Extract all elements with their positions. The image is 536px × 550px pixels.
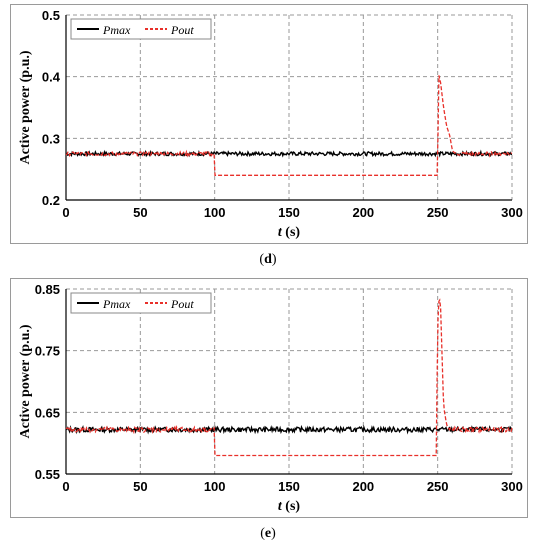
legend-box bbox=[70, 18, 212, 40]
y-tick-label: 0.75 bbox=[35, 344, 60, 359]
y-tick-label: 0.4 bbox=[42, 70, 61, 85]
y-axis-label: Active power (p.u.) bbox=[18, 50, 33, 164]
x-tick-label: 200 bbox=[352, 479, 374, 494]
x-axis-label-unit: (s) bbox=[285, 225, 300, 240]
legend-label-pmax: Pmax bbox=[102, 23, 131, 37]
y-tick-label: 0.65 bbox=[35, 405, 60, 420]
x-axis-label-var: t bbox=[278, 225, 285, 240]
y-axis-label: Active power (p.u.) bbox=[18, 324, 33, 438]
x-tick-label: 150 bbox=[278, 205, 300, 220]
y-tick-label: 0.85 bbox=[35, 282, 60, 297]
x-axis-label-var: t bbox=[278, 499, 285, 514]
caption-d-letter: d bbox=[264, 252, 272, 267]
legend-label-pout: Pout bbox=[170, 297, 194, 311]
y-tick-label: 0.5 bbox=[42, 8, 60, 23]
x-tick-label: 0 bbox=[62, 205, 69, 220]
x-tick-label: 0 bbox=[62, 479, 69, 494]
x-tick-label: 250 bbox=[427, 205, 449, 220]
legend-label-pmax: Pmax bbox=[102, 297, 131, 311]
x-axis-label-unit: (s) bbox=[285, 499, 300, 514]
caption-e: (e) bbox=[260, 526, 276, 541]
x-axis-label: t (s) bbox=[278, 499, 301, 514]
legend-box bbox=[70, 292, 212, 314]
x-tick-label: 150 bbox=[278, 479, 300, 494]
legend: Pmax Pout bbox=[70, 18, 212, 40]
series-pout bbox=[65, 75, 513, 176]
chart-e-svg: 0 50 100 150 200 250 300 0.55 0.65 0.75 0.85 t (s) A… bbox=[18, 282, 523, 514]
x-tick-label: 50 bbox=[133, 205, 147, 220]
y-tick-label: 0.2 bbox=[42, 193, 60, 208]
chart-d-svg: 0 50 100 150 200 250 300 0.2 0.3 0.4 0.5 t (s) Activ… bbox=[18, 8, 523, 240]
chart-panel-e: 0 50 100 150 200 250 300 0.55 0.65 0.75 0.85 t (s) A… bbox=[10, 278, 528, 518]
y-tick-label: 0.55 bbox=[35, 467, 60, 482]
legend-label-pout: Pout bbox=[170, 23, 194, 37]
y-tick-label: 0.3 bbox=[42, 131, 60, 146]
x-tick-label: 100 bbox=[204, 479, 226, 494]
x-tick-label: 250 bbox=[427, 479, 449, 494]
x-tick-label: 200 bbox=[352, 205, 374, 220]
caption-d: (d) bbox=[259, 252, 277, 267]
x-tick-label: 300 bbox=[501, 479, 523, 494]
x-axis-label: t (s) bbox=[278, 225, 301, 240]
grid bbox=[66, 14, 513, 200]
grid bbox=[66, 288, 513, 474]
caption-e-letter: e bbox=[264, 526, 272, 541]
series-pout bbox=[65, 298, 513, 457]
chart-panel-d: 0 50 100 150 200 250 300 0.2 0.3 0.4 0.5 t (s) Activ… bbox=[10, 4, 528, 244]
x-tick-label: 50 bbox=[133, 479, 147, 494]
x-tick-label: 100 bbox=[204, 205, 226, 220]
legend: Pmax Pout bbox=[70, 292, 212, 314]
x-tick-label: 300 bbox=[501, 205, 523, 220]
